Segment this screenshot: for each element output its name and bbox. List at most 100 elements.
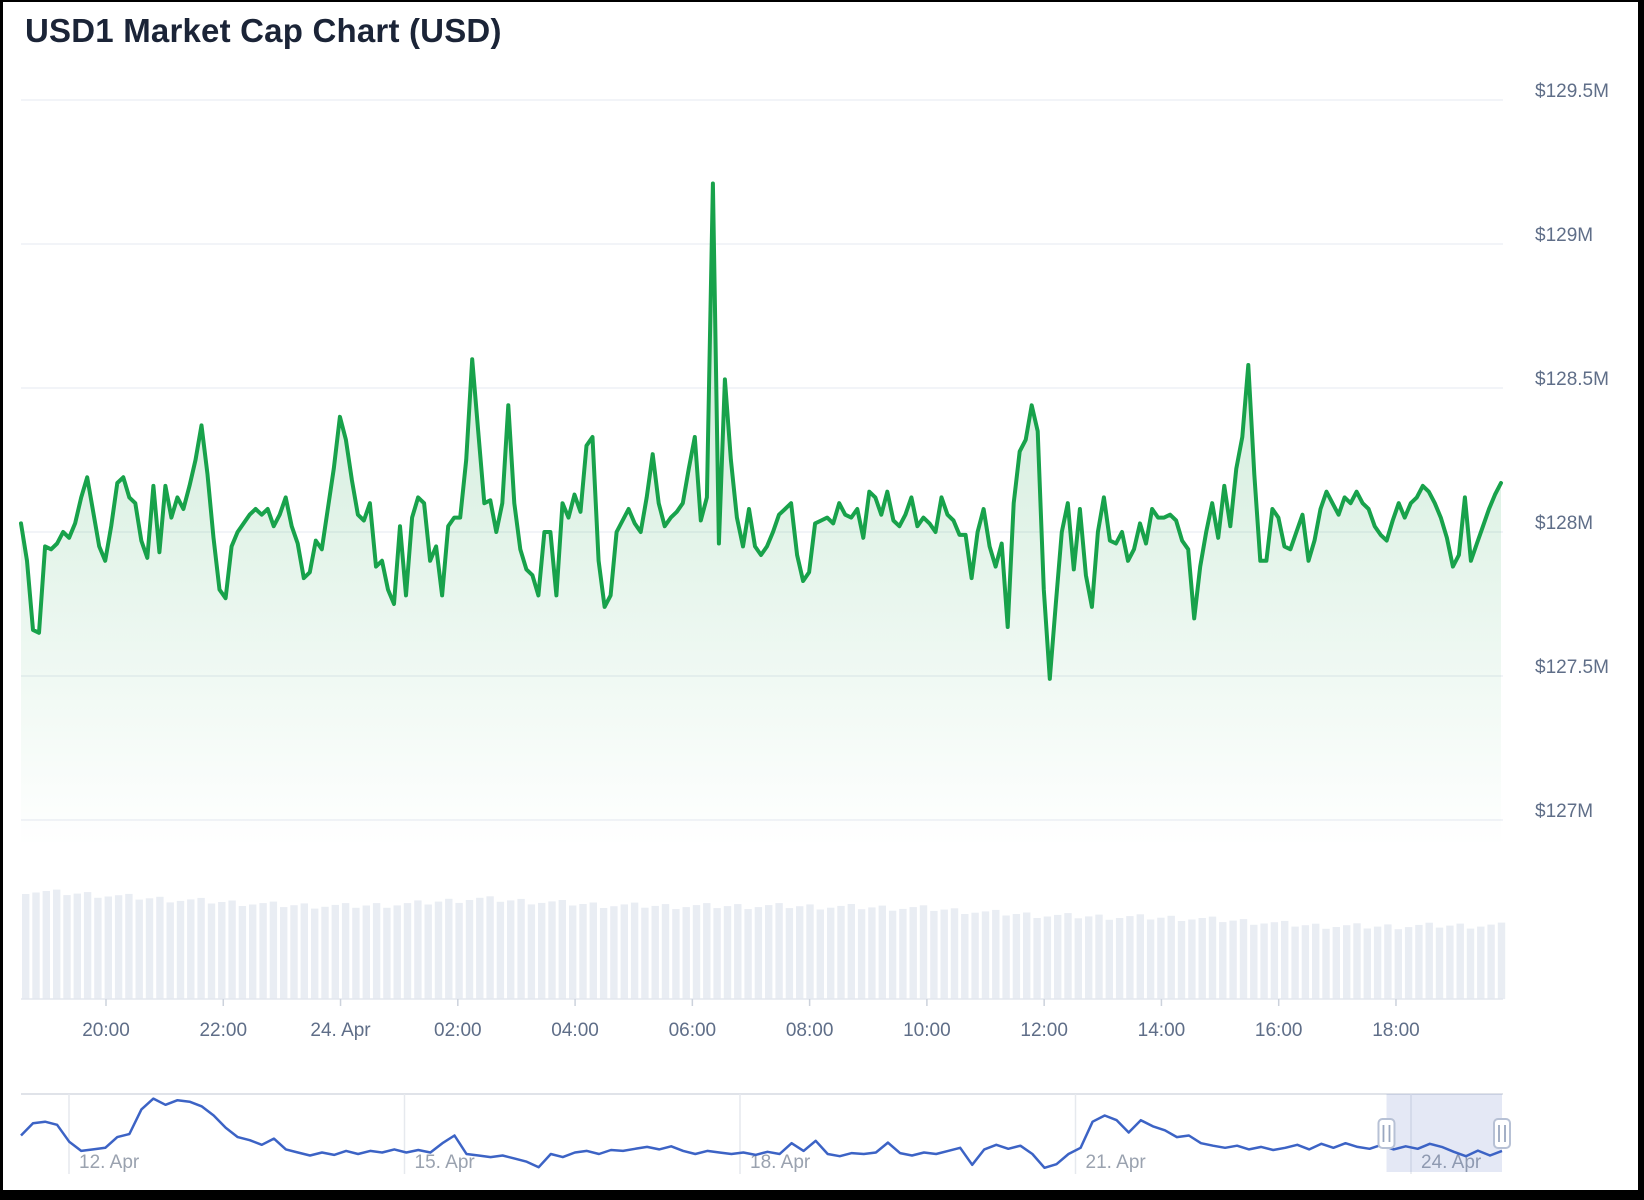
volume-bar xyxy=(207,903,216,999)
volume-bar xyxy=(1074,918,1082,999)
volume-bar xyxy=(1394,929,1402,999)
volume-bar xyxy=(1415,924,1423,999)
navigator-date-label: 15. Apr xyxy=(415,1152,476,1173)
navigator-date-label: 24. Apr xyxy=(1421,1152,1482,1173)
volume-bar xyxy=(1456,923,1464,999)
volume-bar xyxy=(1208,916,1217,999)
volume-bar xyxy=(569,905,577,999)
volume-bar xyxy=(1239,919,1248,999)
volume-bar xyxy=(197,897,205,999)
volume-bar xyxy=(290,905,298,999)
x-axis-label: 22:00 xyxy=(199,1020,247,1041)
volume-bar xyxy=(1167,915,1175,999)
volume-bar xyxy=(1105,919,1113,999)
volume-bar xyxy=(372,903,381,999)
volume-bar xyxy=(176,900,185,999)
x-axis-label: 18:00 xyxy=(1372,1020,1420,1041)
navigator-date-label: 21. Apr xyxy=(1086,1152,1147,1173)
volume-bar xyxy=(311,908,319,999)
volume-bar xyxy=(280,907,288,999)
volume-bars xyxy=(22,889,1506,999)
volume-bar xyxy=(1219,922,1227,999)
volume-bar xyxy=(558,900,566,999)
volume-bar xyxy=(538,902,546,999)
volume-bar xyxy=(1446,925,1454,999)
volume-bar xyxy=(1043,916,1052,999)
volume-bar xyxy=(919,905,928,999)
volume-bar xyxy=(1425,922,1433,999)
y-axis-label: $128M xyxy=(1535,513,1593,534)
volume-bar xyxy=(971,912,979,999)
volume-bar xyxy=(1177,921,1186,999)
y-axis-label: $127.5M xyxy=(1535,657,1609,678)
volume-bar xyxy=(1363,928,1371,999)
volume-bar xyxy=(145,898,154,999)
volume-bar xyxy=(1373,926,1382,999)
volume-bar xyxy=(465,900,474,999)
volume-bar xyxy=(455,902,463,999)
volume-bar xyxy=(713,908,721,999)
volume-bar xyxy=(1497,922,1506,999)
volume-bar xyxy=(1095,914,1103,999)
x-axis-label: 08:00 xyxy=(786,1020,834,1041)
volume-bar xyxy=(1023,912,1031,999)
volume-bar xyxy=(1270,922,1279,999)
volume-bar xyxy=(1136,914,1144,999)
volume-bar xyxy=(548,901,556,999)
volume-bar xyxy=(445,898,453,999)
navigator-left-handle[interactable] xyxy=(1377,1118,1396,1149)
volume-bar xyxy=(156,896,164,999)
x-axis-label: 16:00 xyxy=(1255,1020,1303,1041)
volume-bar xyxy=(878,905,886,999)
market-cap-chart-canvas[interactable]: $129.5M $129M $128.5M $128M $127.5M $127M 20:0… xyxy=(3,2,1638,1190)
navigator-selected-range[interactable] xyxy=(1386,1094,1503,1172)
volume-bar xyxy=(135,899,143,999)
volume-bar xyxy=(94,897,102,999)
volume-bar xyxy=(259,903,267,999)
volume-bar xyxy=(1229,920,1237,999)
y-axis-label: $128.5M xyxy=(1535,369,1609,390)
volume-bar xyxy=(620,904,628,999)
volume-bar xyxy=(610,906,618,999)
market-cap-line xyxy=(19,181,1503,681)
x-axis-label: 10:00 xyxy=(903,1020,951,1041)
volume-bar xyxy=(857,909,866,999)
volume-bar xyxy=(1384,924,1392,999)
volume-bar xyxy=(589,902,597,999)
volume-bar xyxy=(765,905,773,999)
volume-bar xyxy=(775,903,783,999)
navigator-date-label: 18. Apr xyxy=(750,1152,811,1173)
chart-widget: $129.5M $129M $128.5M $128M $127.5M $127M 20:0… xyxy=(3,2,1638,1190)
volume-bar xyxy=(868,907,876,999)
volume-bar xyxy=(125,893,133,999)
volume-bar xyxy=(579,904,587,999)
volume-bar xyxy=(992,909,1000,999)
volume-bar xyxy=(754,907,763,999)
volume-bar xyxy=(32,892,40,999)
volume-bar xyxy=(723,906,732,999)
volume-bar xyxy=(950,908,959,999)
volume-bar xyxy=(114,895,123,999)
volume-bar xyxy=(1332,927,1340,999)
volume-bar xyxy=(1487,924,1495,999)
volume-bar xyxy=(1054,914,1062,999)
chart-title: USD1 Market Cap Chart (USD) xyxy=(25,12,502,49)
volume-bar xyxy=(692,905,701,999)
volume-bar xyxy=(331,904,339,999)
volume-bar xyxy=(661,904,670,999)
volume-bar xyxy=(1198,918,1206,999)
volume-bar xyxy=(1085,916,1093,999)
x-axis-label: 02:00 xyxy=(434,1020,482,1041)
volume-bar xyxy=(940,909,948,999)
volume-bar xyxy=(434,901,443,999)
volume-bar xyxy=(414,900,422,999)
volume-bar xyxy=(827,907,835,999)
x-axis-label: 06:00 xyxy=(669,1020,717,1041)
navigator-right-handle[interactable] xyxy=(1493,1118,1511,1149)
x-axis-label: 14:00 xyxy=(1138,1020,1186,1041)
volume-bar xyxy=(83,892,92,999)
volume-bar xyxy=(837,905,845,999)
volume-bar xyxy=(1343,925,1351,999)
volume-bar xyxy=(806,904,814,999)
